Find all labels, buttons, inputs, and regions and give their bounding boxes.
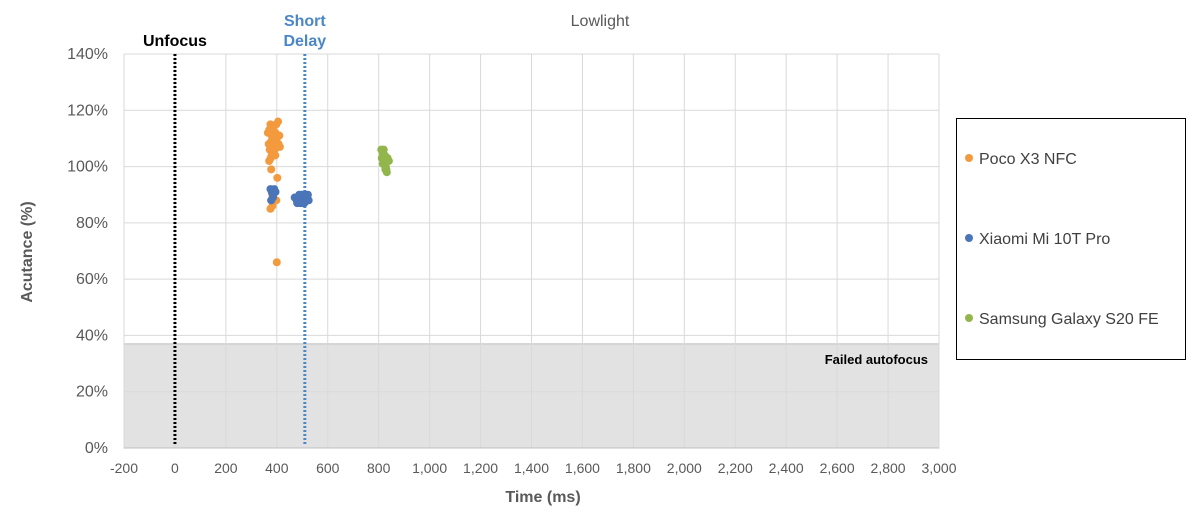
- x-tick-label: 3,000: [921, 460, 956, 476]
- chart-title: Lowlight: [571, 13, 630, 30]
- x-tick-label: 1,200: [463, 460, 498, 476]
- x-tick-label: 1,800: [616, 460, 651, 476]
- legend-marker-poco: [965, 153, 973, 162]
- x-tick-label: 2,600: [820, 460, 855, 476]
- legend-label-xiaomi: Xiaomi Mi 10T Pro: [979, 231, 1111, 248]
- x-tick-label: -200: [110, 460, 138, 476]
- data-point: [379, 145, 388, 154]
- x-tick-label: 200: [214, 460, 238, 476]
- reference-label: Short Delay: [283, 13, 326, 50]
- legend-item-xiaomi: Xiaomi Mi 10T Pro: [965, 231, 1110, 249]
- x-tick-label: 1,000: [412, 460, 447, 476]
- x-tick-label: 0: [171, 460, 179, 476]
- y-tick-label: 100%: [67, 159, 108, 176]
- legend-item-poco: Poco X3 NFC: [965, 151, 1077, 169]
- x-axis-label: Time (ms): [505, 489, 580, 506]
- y-tick-label: 80%: [76, 215, 108, 232]
- y-axis-label: Acutance (%): [19, 201, 36, 302]
- data-point: [265, 156, 274, 165]
- data-point: [267, 165, 276, 174]
- data-point: [273, 173, 282, 182]
- data-point: [272, 258, 281, 267]
- data-point: [381, 165, 390, 174]
- x-tick-label: 2,200: [718, 460, 753, 476]
- x-tick-label: 1,600: [565, 460, 600, 476]
- data-point: [266, 204, 275, 213]
- legend-label-samsung: Samsung Galaxy S20 FE: [979, 311, 1159, 328]
- data-point: [275, 142, 284, 151]
- y-tick-label: 60%: [76, 271, 108, 288]
- y-tick-label: 120%: [67, 102, 108, 119]
- y-tick-label: 20%: [76, 384, 108, 401]
- y-tick-label: 0%: [85, 440, 108, 457]
- reference-label: Unfocus: [143, 33, 207, 50]
- legend-item-samsung: Samsung Galaxy S20 FE: [965, 311, 1159, 329]
- y-tick-label: 40%: [76, 327, 108, 344]
- x-tick-label: 2,400: [769, 460, 804, 476]
- x-tick-label: 2,800: [871, 460, 906, 476]
- legend-label-poco: Poco X3 NFC: [979, 151, 1077, 168]
- x-tick-label: 600: [316, 460, 340, 476]
- legend: Poco X3 NFC Xiaomi Mi 10T Pro Samsung Ga…: [956, 118, 1186, 360]
- data-point: [271, 187, 280, 196]
- x-tick-label: 2,000: [667, 460, 702, 476]
- data-point: [275, 131, 284, 140]
- data-point: [264, 140, 273, 149]
- data-point: [384, 156, 393, 165]
- data-point: [301, 190, 310, 199]
- legend-marker-samsung: [965, 313, 973, 322]
- x-tick-label: 800: [367, 460, 391, 476]
- x-tick-label: 400: [265, 460, 289, 476]
- failed-autofocus-label: Failed autofocus: [825, 352, 928, 367]
- legend-marker-xiaomi: [965, 233, 973, 242]
- x-tick-label: 1,400: [514, 460, 549, 476]
- data-point: [271, 151, 280, 160]
- data-point: [274, 117, 283, 126]
- y-tick-label: 140%: [67, 46, 108, 63]
